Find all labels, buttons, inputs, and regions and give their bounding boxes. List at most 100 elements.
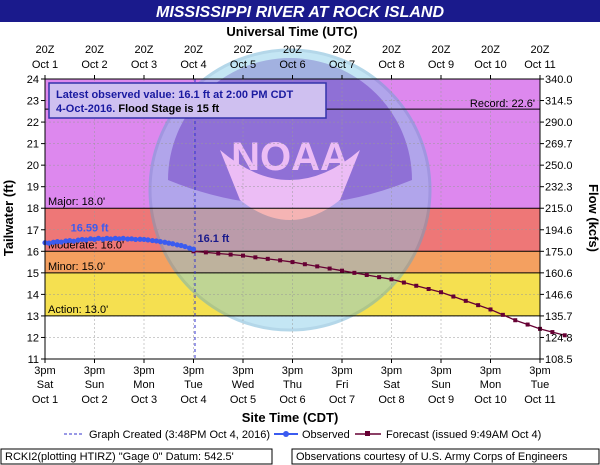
forecast-point [290, 260, 295, 265]
bottom-tick-time: 3pm [232, 365, 253, 377]
title-bar [0, 0, 600, 22]
observed-point [91, 236, 98, 243]
observed-point [137, 236, 143, 242]
right-tick-label: 108.5 [545, 354, 573, 366]
infobox-line1: Latest observed value: 16.1 ft at 2:00 P… [56, 89, 293, 101]
right-tick-label: 232.3 [545, 182, 573, 194]
left-tick-label: 24 [27, 74, 39, 86]
left-tick-label: 21 [27, 139, 39, 151]
observed-point [129, 236, 135, 242]
left-tick-label: 23 [27, 96, 39, 108]
forecast-point [352, 270, 357, 275]
stage-labels: Record: 22.6'Major: 18.0'Moderate: 16.0'… [48, 98, 535, 316]
observed-point [153, 238, 159, 244]
bottom-tick-time: 3pm [331, 365, 352, 377]
top-tick-date: Oct 3 [131, 59, 157, 71]
forecast-point [389, 277, 394, 282]
right-y-axis: 108.5 124.8 135.7 146.6 160.6 175.0 194.6 215.0… [540, 74, 573, 366]
max-observed-label: 16.59 ft [71, 223, 109, 235]
top-tick-time: 20Z [382, 44, 401, 56]
top-tick-time: 20Z [184, 44, 203, 56]
right-tick-label: 160.6 [545, 268, 573, 280]
latest-observed-label: 16.1 ft [198, 233, 230, 245]
top-axis-title: Universal Time (UTC) [226, 24, 357, 39]
observed-point [50, 239, 57, 245]
forecast-point [377, 275, 382, 280]
observed-point [67, 237, 73, 244]
observed-point [186, 245, 193, 251]
observed-point [162, 239, 168, 245]
observed-point [174, 242, 180, 248]
forecast-point [414, 283, 419, 288]
bottom-tick-day: Sat [37, 379, 54, 391]
bottom-tick-date: Oct 6 [279, 394, 305, 406]
forecast-point [228, 252, 233, 257]
right-tick-label: 290.0 [545, 117, 573, 129]
observed-point [95, 235, 102, 241]
left-y-axis: 11 12 13 14 15 16 17 18 19 20 21 22 23 24 [27, 74, 45, 366]
forecast-point [439, 290, 443, 295]
top-tick-date: Oct 5 [230, 59, 256, 71]
observed-point [149, 237, 156, 244]
y-right-label: Flow (kcfs) [586, 184, 600, 252]
left-tick-label: 20 [27, 160, 39, 172]
top-tick-date: Oct 9 [428, 59, 454, 71]
observed-point [112, 235, 118, 241]
stage-label-record: Record: 22.6' [470, 98, 535, 110]
observed-point [108, 236, 114, 242]
observed-point [46, 240, 52, 246]
top-tick-time: 20Z [481, 44, 500, 56]
observed-point [116, 236, 122, 242]
footer: RCKI2(plotting HTIRZ) "Gage 0" Datum: 54… [0, 448, 600, 465]
bottom-tick-time: 3pm [34, 365, 55, 377]
forecast-point [253, 255, 258, 260]
top-tick-date: Oct 4 [180, 59, 206, 71]
svg-text:4-Oct-2016. Flood Stage is 15: 4-Oct-2016. Flood Stage is 15 ft [56, 103, 220, 115]
bottom-tick-day: Mon [480, 379, 501, 391]
right-tick-label: 314.5 [545, 96, 573, 108]
legend-forecast: Forecast (issued 9:49AM Oct 4) [386, 429, 541, 441]
stage-label-major: Major: 18.0' [48, 196, 105, 208]
observed-point [71, 238, 77, 244]
forecast-point [562, 333, 567, 338]
top-tick-date: Oct 7 [329, 59, 355, 71]
right-tick-label: 175.0 [545, 246, 573, 258]
observed-point [87, 236, 94, 242]
observed-point [63, 238, 69, 244]
top-tick-date: Oct 8 [378, 59, 404, 71]
infobox-flood-stage: Flood Stage is 15 ft [115, 103, 219, 115]
left-tick-label: 18 [27, 203, 39, 215]
observed-point [120, 235, 126, 241]
top-tick-date: Oct 1 [32, 59, 58, 71]
observed-point [166, 240, 172, 246]
forecast-point [451, 294, 456, 299]
noaa-logo-text: NOAA [231, 135, 349, 179]
forecast-series [191, 249, 567, 338]
observed-point [58, 239, 64, 245]
legend-created: Graph Created (3:48PM Oct 4, 2016) [89, 429, 270, 441]
left-tick-label: 22 [27, 117, 39, 129]
top-tick-time: 20Z [85, 44, 104, 56]
legend: Graph Created (3:48PM Oct 4, 2016) Obser… [64, 429, 541, 441]
forecast-point [426, 287, 431, 291]
bottom-tick-day: Mon [133, 379, 154, 391]
forecast-point [278, 258, 283, 263]
top-x-axis: 20Z Oct 1 20Z Oct 2 20Z Oct 3 20Z Oct 4 20Z Oct 5… [32, 44, 556, 79]
left-tick-label: 12 [27, 332, 39, 344]
y-left-label: Tailwater (ft) [1, 180, 16, 256]
forecast-point [476, 303, 481, 308]
bottom-tick-time: 3pm [133, 365, 154, 377]
right-tick-label: 340.0 [545, 74, 573, 86]
bottom-tick-day: Fri [336, 379, 349, 391]
noaa-logo-watermark: NOAA [148, 48, 432, 332]
bottom-tick-day: Wed [232, 379, 254, 391]
observed-point [79, 236, 85, 243]
observed-point [100, 236, 106, 242]
forecast-point [525, 322, 530, 327]
forecast-point [241, 253, 245, 258]
forecast-point [265, 256, 270, 261]
bottom-x-axis: 3pm Sat Oct 1 3pm Sun Oct 2 3pm Mon Oct 3 3pm Tue O… [32, 359, 556, 406]
top-tick-time: 20Z [283, 44, 302, 56]
